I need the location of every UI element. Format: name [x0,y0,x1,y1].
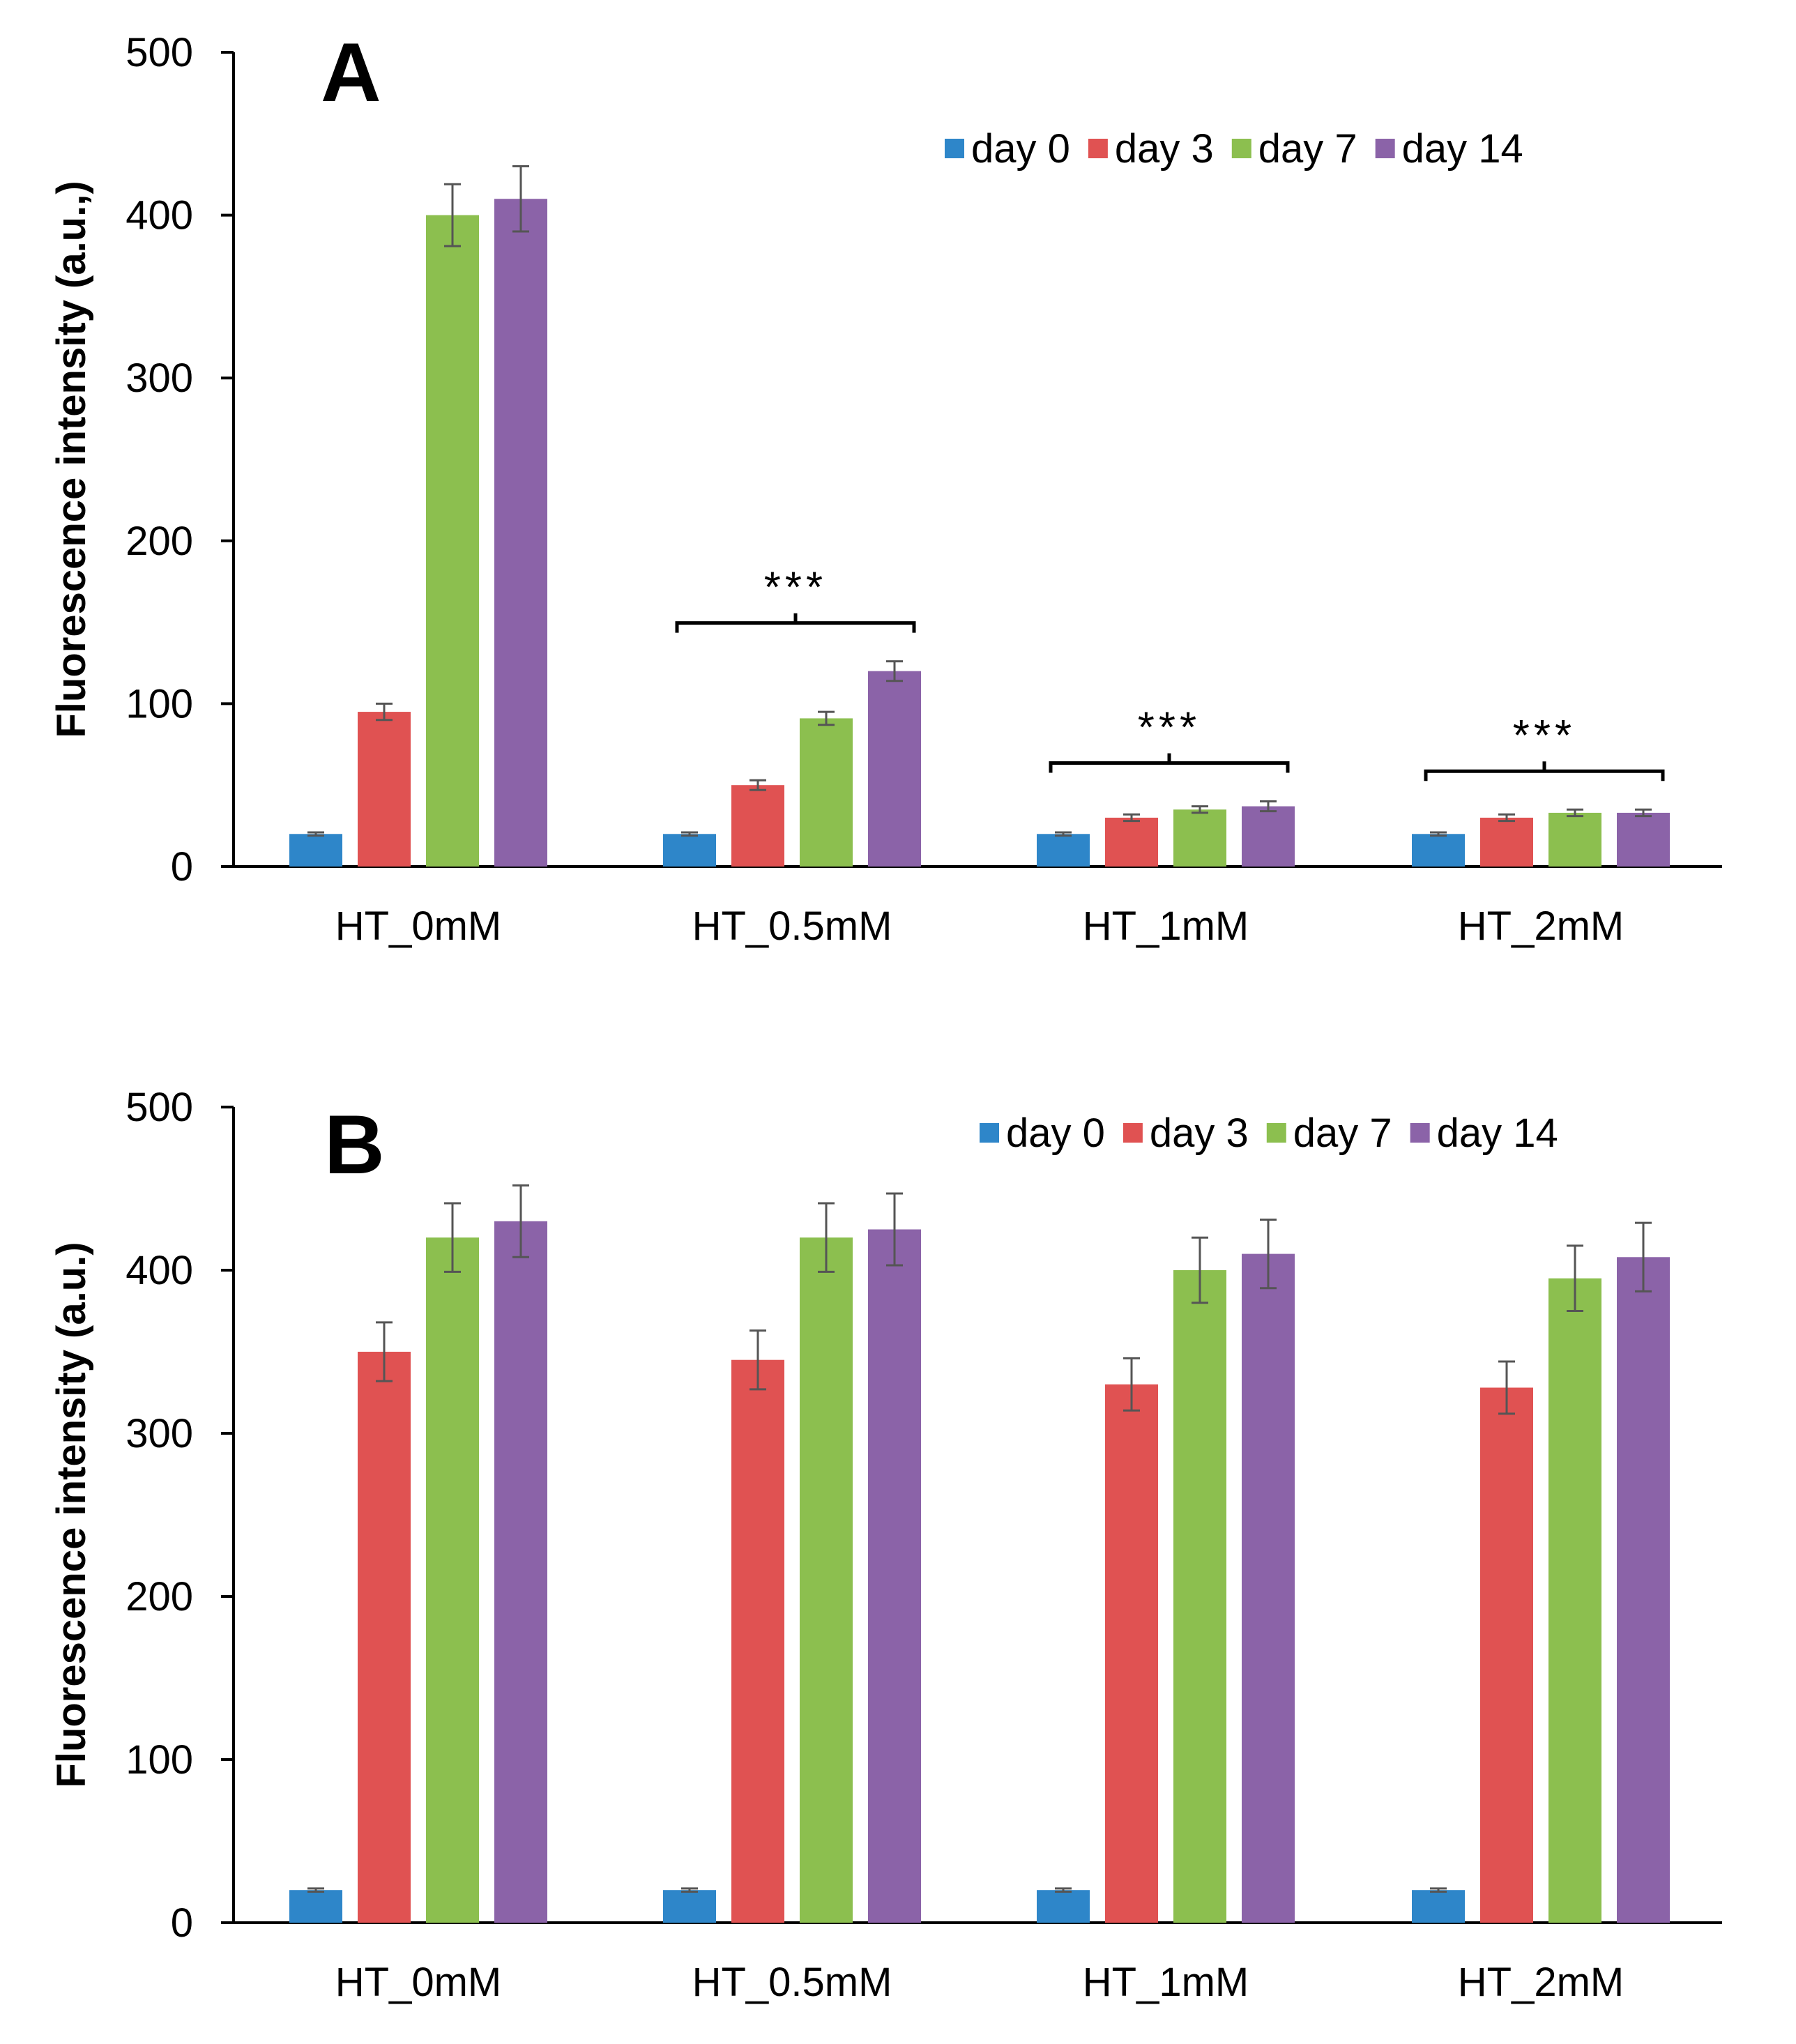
legend-label: day 14 [1437,1111,1558,1156]
chart-panel-a: 0 100 200 300 400 500 Fluorescence intensity (… [49,26,1722,949]
bar [1173,1270,1226,1923]
y-tick-label: 0 [171,1900,193,1946]
bar [1105,1384,1158,1923]
bar [731,785,784,867]
bar [1617,1257,1670,1923]
bar [1548,812,1601,867]
bar [1480,817,1533,867]
bar [1617,812,1670,867]
y-axis-title: Fluorescence intensity (a.u.) [49,1242,94,1787]
legend-swatch [1375,139,1395,158]
legend-label: day 7 [1293,1111,1392,1156]
bar [358,712,411,867]
legend: day 0 day 3 day 7 day 14 [945,126,1523,171]
bar [1412,834,1465,867]
legend-swatch [1122,1123,1143,1143]
legend-swatch [1231,139,1251,158]
x-category-label: HT_2mM [1458,1960,1624,2005]
legend-label: day 7 [1258,126,1357,171]
bar [494,1221,547,1923]
significance-bracket [675,621,916,633]
bar [1105,817,1158,867]
y-tick-label: 400 [125,1248,193,1293]
legend: day 0 day 3 day 7 day 14 [980,1111,1558,1156]
bar [868,671,921,867]
legend-swatch [1410,1123,1430,1143]
bar [800,1237,853,1923]
y-tick-label: 500 [125,30,193,75]
y-tick-label: 0 [171,844,193,890]
significance-bracket [1049,761,1290,773]
bar [358,1352,411,1923]
y-tick-label: 200 [125,519,193,564]
bar [1037,834,1090,867]
legend-label: day 3 [1115,126,1214,171]
x-category-label: HT_0.5mM [692,903,892,949]
bar [1173,809,1226,867]
legend-swatch [1088,139,1108,158]
bar [289,834,342,867]
x-category-label: HT_1mM [1083,903,1249,949]
legend-swatch [980,1123,999,1143]
x-category-label: HT_0.5mM [692,1960,892,2005]
y-tick-label: 300 [125,356,193,401]
panel-letter: B [324,1098,385,1191]
y-tick-label: 100 [125,1737,193,1783]
legend-label: day 0 [971,126,1070,171]
legend-swatch [1266,1123,1286,1143]
bar [289,1890,342,1923]
y-tick-label: 100 [125,681,193,726]
bar [494,199,547,867]
panel-letter: A [321,26,381,119]
significance-bracket [1424,769,1665,781]
bar [1242,1253,1295,1923]
bar [1037,1890,1090,1923]
significance-label: *** [1513,712,1576,760]
legend-swatch [945,139,964,158]
bar [800,718,853,867]
x-category-label: HT_1mM [1083,1960,1249,2005]
bar [731,1359,784,1923]
legend-label: day 0 [1006,1111,1105,1156]
y-axis-title: Fluorescence intensity (a.u.,) [49,181,94,738]
bar [426,1237,479,1923]
y-tick-label: 400 [125,193,193,238]
significance-label: *** [764,564,827,612]
bar [663,834,716,867]
bar [663,1890,716,1923]
x-category-label: HT_0mM [335,903,501,949]
y-tick-label: 300 [125,1411,193,1456]
bar [1412,1890,1465,1923]
bar [426,215,479,867]
y-tick-label: 200 [125,1574,193,1619]
significance-label: *** [1138,704,1201,752]
x-category-label: HT_2mM [1458,903,1624,949]
bar [1480,1387,1533,1923]
chart-panel-b: 0 100 200 300 400 500 Fluorescence intensity (… [49,1085,1722,2005]
legend-label: day 3 [1150,1111,1249,1156]
bar [1242,806,1295,867]
x-category-label: HT_0mM [335,1960,501,2005]
legend-label: day 14 [1402,126,1523,171]
bar [1548,1278,1601,1923]
bar [868,1229,921,1923]
y-tick-label: 500 [125,1085,193,1130]
